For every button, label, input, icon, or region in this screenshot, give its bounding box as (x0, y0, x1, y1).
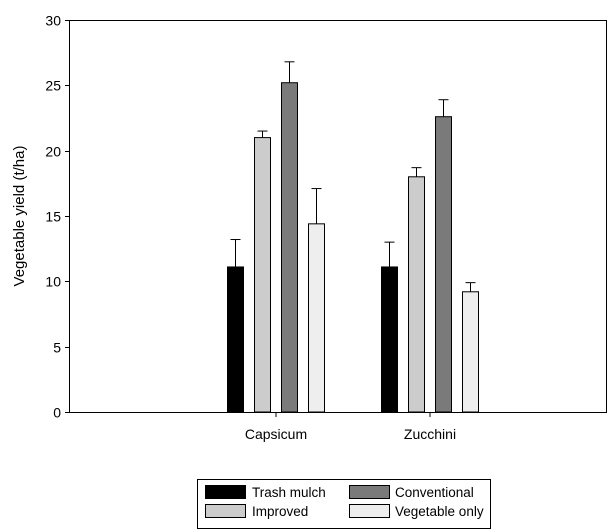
y-tick-label: 0 (53, 405, 61, 421)
plot-frame (69, 20, 607, 413)
legend-swatch (205, 485, 246, 499)
y-tick-label: 30 (45, 13, 61, 29)
legend-label: Improved (252, 504, 308, 519)
legend-label: Vegetable only (395, 504, 484, 519)
legend: Trash mulch Improved Conventional Vegetable… (197, 479, 491, 529)
legend-swatch (349, 485, 390, 499)
legend-swatch (349, 504, 390, 518)
bar-marks (227, 82, 479, 413)
y-tick-label: 10 (45, 274, 61, 290)
y-axis-ticks: 0 5 10 15 20 25 30 (45, 13, 70, 421)
legend-frame (197, 479, 491, 529)
bar-improved-capsicum (254, 137, 271, 413)
error-bars (230, 61, 476, 292)
bar-vegetable-only-zucchini (462, 291, 479, 413)
bar-vegetable-only-capsicum (308, 223, 325, 413)
y-tick-label: 25 (45, 78, 61, 94)
bar-conventional-capsicum (281, 82, 298, 413)
y-axis-title: Vegetable yield (t/ha) (11, 146, 28, 287)
y-tick-label: 5 (53, 340, 61, 356)
y-tick-label: 15 (45, 209, 61, 225)
x-tick-label: Zucchini (404, 426, 456, 442)
x-axis-labels: Capsicum Zucchini (245, 412, 456, 442)
bar-conventional-zucchini (435, 116, 452, 413)
legend-label: Conventional (395, 485, 474, 500)
x-tick-label: Capsicum (245, 426, 307, 442)
legend-swatch (205, 504, 246, 518)
legend-label: Trash mulch (252, 485, 326, 500)
bar-trash-mulch-capsicum (227, 266, 244, 413)
bar-improved-zucchini (408, 176, 425, 413)
y-tick-label: 20 (45, 144, 61, 160)
bar-trash-mulch-zucchini (381, 266, 398, 413)
